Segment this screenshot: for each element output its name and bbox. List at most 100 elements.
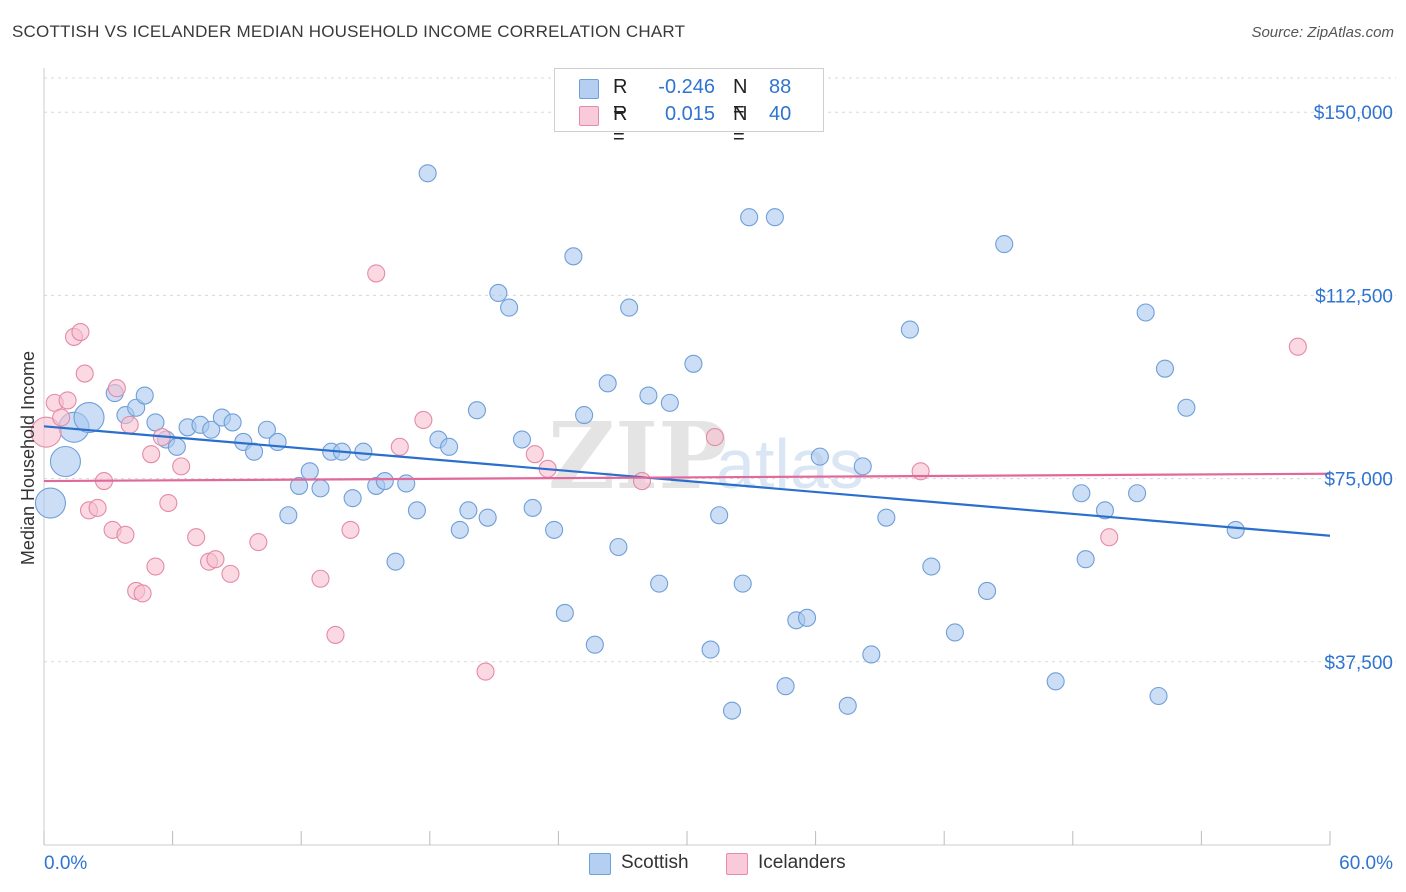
scottish-point xyxy=(343,489,362,508)
y-tick-label: $112,500 xyxy=(1315,286,1393,307)
icelanders-point xyxy=(58,391,77,410)
icelanders-point xyxy=(911,462,930,481)
scottish-point xyxy=(585,635,604,654)
y-axis-title: Median Household Income xyxy=(18,351,38,565)
scottish-point xyxy=(710,506,729,525)
scottish-point xyxy=(418,164,437,183)
scottish-point xyxy=(73,401,105,434)
scottish-point xyxy=(978,581,997,601)
y-tick-label: $150,000 xyxy=(1314,103,1393,124)
scottish-point xyxy=(650,574,669,593)
scottish-point xyxy=(701,640,720,659)
icelanders-point xyxy=(159,493,178,513)
scottish-point xyxy=(1226,520,1245,539)
scottish-point xyxy=(34,487,66,519)
scottish-swatch xyxy=(579,79,599,99)
scottish-point xyxy=(1136,303,1155,322)
icelanders-point xyxy=(172,457,191,476)
scottish-point xyxy=(1177,398,1196,417)
scottish-point xyxy=(684,354,703,373)
scottish-point xyxy=(1072,484,1091,503)
scottish-point xyxy=(450,520,469,539)
x-tick-label: 60.0% xyxy=(1339,853,1393,874)
icelanders-point xyxy=(187,528,206,547)
chart-title: SCOTTISH VS ICELANDER MEDIAN HOUSEHOLD I… xyxy=(12,22,686,41)
scottish-swatch xyxy=(589,853,611,875)
scottish-point xyxy=(354,442,373,461)
scottish-point xyxy=(397,474,416,493)
y-tick-label: $37,500 xyxy=(1324,653,1393,674)
scottish-point xyxy=(810,447,829,466)
scottish-point xyxy=(257,420,276,439)
icelanders-point xyxy=(341,520,360,539)
scottish-point xyxy=(995,235,1014,254)
tick-labels: $37,500 $75,000 $112,500 $150,000 0.0% 60.0% M… xyxy=(18,103,1393,874)
icelanders-point xyxy=(52,408,71,427)
scottish-point xyxy=(459,501,478,520)
icelanders-point xyxy=(116,525,135,544)
scottish-point xyxy=(722,701,742,720)
icelanders-point xyxy=(632,471,652,491)
icelanders-point xyxy=(249,533,268,552)
n-value: 40 xyxy=(769,103,792,125)
legend-label-scottish: Scottish xyxy=(621,852,689,873)
scottish-point xyxy=(1046,672,1065,691)
scottish-point xyxy=(922,557,941,576)
scottish-point xyxy=(135,386,154,405)
scottish-point xyxy=(797,608,817,627)
icelanders-point xyxy=(414,410,433,430)
scottish-point xyxy=(500,298,519,317)
scottish-point xyxy=(660,393,679,412)
icelanders-point xyxy=(107,379,126,398)
scottish-point xyxy=(223,413,242,432)
scottish-point xyxy=(407,501,426,520)
icelanders-point xyxy=(142,445,161,464)
icelanders-point xyxy=(30,416,62,448)
icelanders-point xyxy=(221,564,240,583)
r-value: 0.015 xyxy=(664,103,715,125)
icelanders-point xyxy=(311,569,330,588)
scottish-point xyxy=(268,432,287,452)
axes xyxy=(43,68,1331,846)
watermark-atlas: atlas xyxy=(716,425,864,503)
scottish-point xyxy=(862,645,881,664)
scottish-point xyxy=(202,420,221,439)
scottish-point xyxy=(776,677,795,696)
scottish-point xyxy=(598,374,617,393)
scottish-point xyxy=(440,437,459,456)
scottish-point xyxy=(877,508,896,527)
icelanders-point xyxy=(390,437,409,456)
scottish-point xyxy=(838,696,857,715)
icelanders-trend-line xyxy=(43,472,1331,483)
scottish-point xyxy=(564,247,583,266)
scottish-point xyxy=(575,406,594,425)
scottish-point xyxy=(478,508,497,527)
scottish-point xyxy=(1076,550,1095,569)
r-label: R = xyxy=(613,76,628,121)
scottish-point xyxy=(386,552,405,571)
scottish-point xyxy=(127,398,146,417)
scottish-trend-line xyxy=(43,425,1331,537)
source-label: Source: ZipAtlas.com xyxy=(1251,24,1394,41)
icelanders-point xyxy=(133,584,152,603)
trend-lines xyxy=(43,425,1331,537)
scottish-point xyxy=(375,471,394,491)
scottish-point xyxy=(639,386,658,405)
scottish-point xyxy=(733,574,752,593)
watermark-zip: ZIP xyxy=(548,402,727,510)
scottish-point xyxy=(1128,484,1147,503)
scottish-point xyxy=(545,520,564,539)
r-value: -0.246 xyxy=(658,76,715,98)
icelanders-point xyxy=(1288,337,1307,356)
icelanders-point xyxy=(1100,528,1119,547)
grid-lines xyxy=(44,77,1396,663)
scottish-point xyxy=(279,506,298,525)
icelanders-swatch xyxy=(579,106,599,126)
scottish-point xyxy=(512,430,532,449)
scottish-point xyxy=(523,498,542,517)
scottish-point xyxy=(945,623,964,642)
scottish-point xyxy=(300,462,319,481)
scottish-point xyxy=(620,298,639,317)
icelanders-point xyxy=(120,415,139,434)
